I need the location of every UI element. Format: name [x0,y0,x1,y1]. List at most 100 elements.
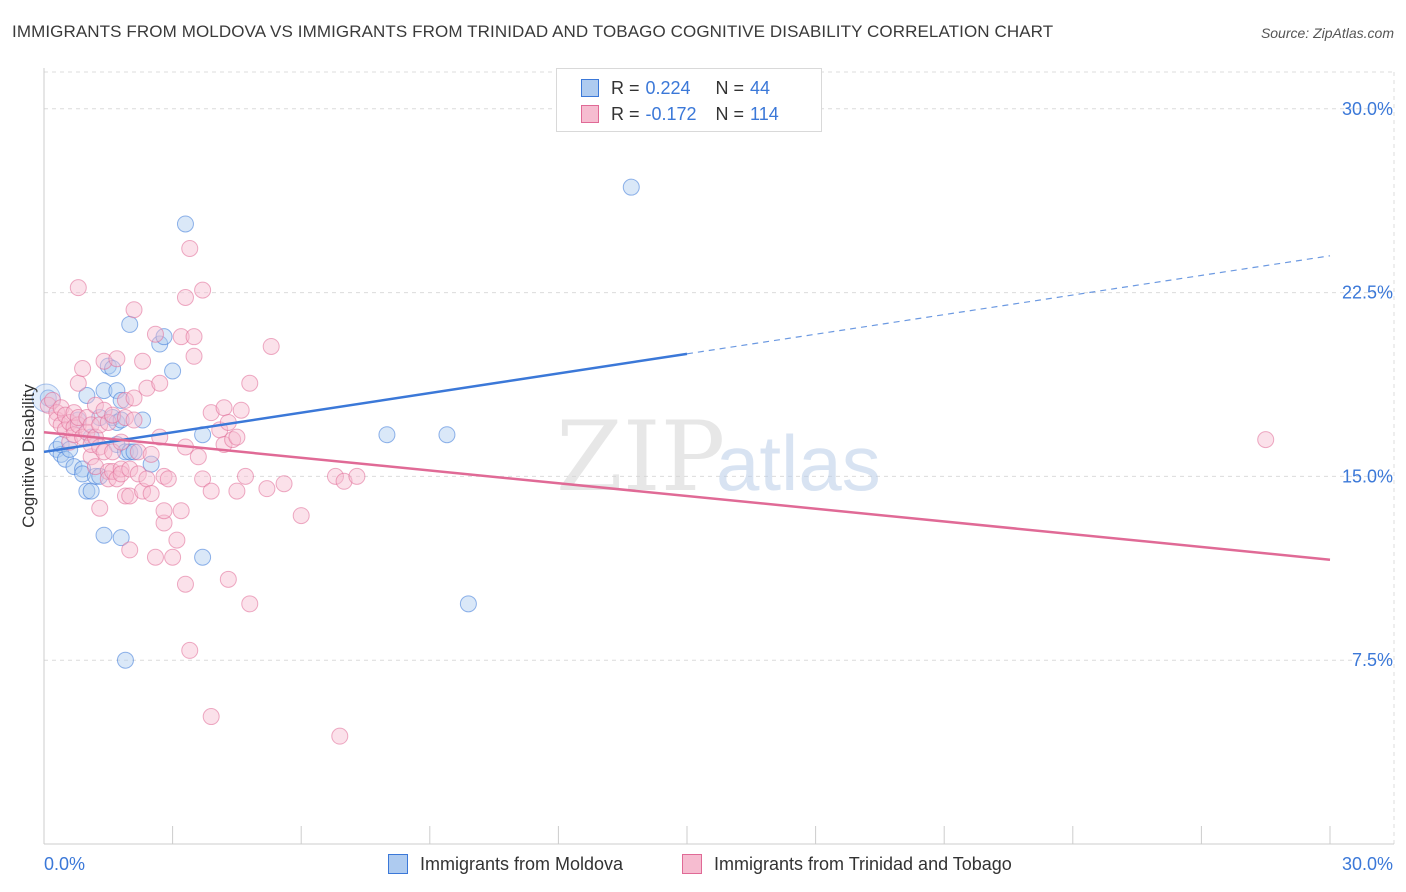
trinidad-point [134,352,152,370]
moldova-point [74,465,92,483]
moldova-point [164,362,182,380]
trinidad-point [236,467,254,485]
trinidad-point [335,472,353,490]
moldova-point [104,360,122,378]
trinidad-trend-line [43,431,1331,561]
moldova-point [121,315,139,333]
trinidad-point [104,406,122,424]
x-tick-label: 0.0% [44,854,85,874]
trinidad-point [228,482,246,500]
trinidad-point [1257,431,1275,449]
trinidad-point [202,404,220,422]
trinidad-point [151,374,169,392]
moldova-point [116,651,134,669]
trinidad-point [142,485,160,503]
moldova-point [86,467,104,485]
trinidad-point [164,548,182,566]
trinidad-point [69,409,87,427]
trinidad-point [86,458,104,476]
y-tick-label: 22.5% [1342,283,1393,303]
trinidad-point [181,641,199,659]
trinidad-point [232,401,250,419]
trinidad-point [121,541,139,559]
trinidad-point [262,337,280,355]
moldova-point [112,391,130,409]
legend-r-label: R = [611,103,640,124]
legend-n-label: N = [715,103,745,124]
trinidad-point [82,448,100,466]
legend-row-moldova: R = 0.224 N = 44 [581,77,770,99]
trinidad-point [138,470,156,488]
trinidad-point [172,328,190,346]
y-axis-label: Cognitive Disability [19,384,38,528]
moldova-point [194,548,212,566]
trinidad-point [348,467,366,485]
trinidad-point [142,445,160,463]
trinidad-point [138,379,156,397]
trinidad-point [125,301,143,319]
trinidad-point [228,428,246,446]
trinidad-point [241,374,259,392]
watermark: ZIP atlas [556,401,881,513]
trinidad-point [185,328,203,346]
trinidad-point [258,480,276,498]
legend-r-value: -0.172 [645,103,697,124]
trinidad-point [176,575,194,593]
trinidad-point [155,514,173,532]
trinidad-point [86,396,104,414]
moldova-points [31,178,640,669]
moldova-point [95,382,113,400]
moldova-point [121,443,139,461]
axes [43,68,1394,845]
y-tick-label: 15.0% [1342,466,1393,486]
moldova-point [108,382,126,400]
bottom-legend-swatch-trinidad [682,854,702,874]
trinidad-point [241,595,259,613]
source-label: Source: ZipAtlas.com [1260,25,1394,41]
moldova-point [116,443,134,461]
moldova-trend-line [43,352,688,454]
chart-title: IMMIGRANTS FROM MOLDOVA VS IMMIGRANTS FR… [12,22,1054,41]
moldova-point [82,482,100,500]
moldova-point [176,215,194,233]
trinidad-point [331,727,349,745]
moldova-point [78,482,96,500]
y-tick-label: 30.0% [1342,99,1393,119]
trinidad-point [215,399,233,417]
correlation-legend: R = 0.224 N = 44 R = -0.172 N = 114 [556,68,822,132]
legend-r-label: R = [611,77,640,98]
moldova-point [74,460,92,478]
watermark-zip: ZIP [556,401,725,513]
moldova-point [459,595,477,613]
trinidad-point [95,352,113,370]
trinidad-point [99,462,117,480]
trinidad-point [275,475,293,493]
legend-row-trinidad: R = -0.172 N = 114 [581,103,779,125]
trinidad-point [155,502,173,520]
bottom-legend-trinidad: Immigrants from Trinidad and Tobago [682,852,1012,876]
legend-swatch-moldova [581,79,599,97]
trend-lines [43,255,1331,561]
trinidad-point [112,465,130,483]
bottom-legend-label-moldova: Immigrants from Moldova [420,853,624,874]
moldova-point [78,387,96,405]
watermark-atlas: atlas [716,419,881,507]
legend-n-value: 44 [750,77,771,98]
trinidad-point [74,360,92,378]
trinidad-point [194,281,212,299]
trinidad-point [168,531,186,549]
trinidad-point [125,389,143,407]
trinidad-point [69,374,87,392]
trinidad-point [146,548,164,566]
trinidad-point [125,411,143,429]
trinidad-points [39,239,1275,745]
moldova-point [56,450,74,468]
legend-r-value: 0.224 [645,77,691,98]
trinidad-point [292,507,310,525]
trinidad-point [219,570,237,588]
trinidad-point [194,470,212,488]
trinidad-point [146,325,164,343]
moldova-point [95,526,113,544]
moldova-trend-extension [686,255,1331,355]
